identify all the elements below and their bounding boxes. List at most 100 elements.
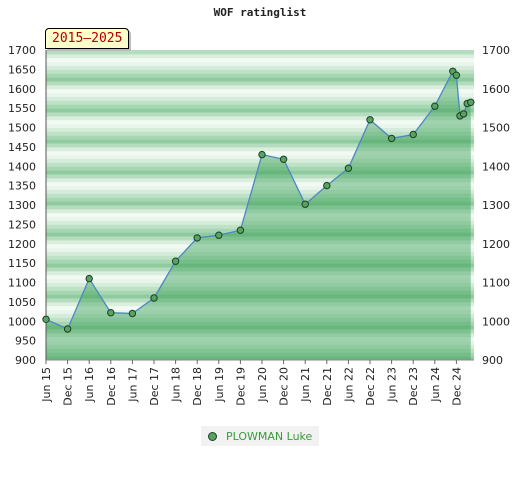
y-tick-label-right: 1500 [482, 122, 510, 135]
plot-band [46, 259, 474, 264]
plot-band [46, 270, 474, 276]
data-point [387, 134, 396, 143]
y-tick-label-left: 1250 [8, 218, 36, 231]
plot-band [46, 317, 474, 322]
plot-band [46, 50, 474, 55]
plot-band [46, 212, 474, 218]
data-point [193, 234, 201, 242]
data-point [215, 231, 223, 239]
plot-band [46, 170, 474, 175]
plot-band [46, 290, 474, 295]
y-tick-label-right: 1700 [482, 44, 510, 57]
y-tick-label-left: 1400 [8, 160, 36, 173]
plot-band [46, 313, 474, 318]
data-point [171, 257, 180, 265]
plot-band [46, 243, 474, 249]
plot-band [46, 100, 474, 105]
plot-band [46, 348, 474, 353]
data-point [279, 155, 288, 164]
plot-band [46, 336, 474, 342]
x-tick-label: Dec 18 [191, 367, 204, 406]
plot-band [46, 131, 474, 136]
y-tick-label-left: 1100 [8, 277, 36, 290]
data-point [107, 309, 115, 317]
plot-band [46, 274, 474, 280]
y-tick-label-right: 1000 [482, 315, 510, 328]
plot-band [46, 112, 474, 117]
period-badge: 2015–2025 [45, 28, 130, 49]
data-point [323, 181, 331, 190]
x-tick-label: Jun 17 [126, 367, 139, 403]
plot-band [46, 305, 474, 311]
x-tick-label: Jun 20 [256, 367, 269, 403]
plot-band [46, 81, 474, 86]
plot-band [46, 236, 474, 241]
plot-band [46, 356, 474, 361]
legend[interactable]: PLOWMAN Luke [201, 426, 320, 446]
plot-band [46, 301, 474, 307]
y-tick-label-left: 1450 [8, 141, 36, 154]
plot-band [46, 247, 474, 252]
plot-band [46, 298, 474, 303]
plot-band [46, 239, 474, 245]
x-tick-label: Dec 24 [450, 367, 463, 406]
chart-title: WOF ratinglist [213, 6, 307, 19]
plot-band [46, 325, 474, 330]
y-tick-label-left: 1500 [8, 122, 36, 135]
y-tick-label-left: 1600 [8, 83, 36, 96]
legend-marker-icon [208, 431, 217, 441]
plot-band [46, 69, 474, 74]
plot-band [46, 294, 474, 299]
plot-band [46, 185, 474, 190]
plot-band [46, 189, 474, 194]
rating-area [46, 71, 471, 361]
x-tick-label: Dec 21 [321, 367, 334, 406]
plot-band [46, 88, 474, 94]
plot-band [46, 92, 474, 97]
data-point [63, 325, 72, 333]
data-point [467, 98, 475, 107]
x-tick-label: Dec 15 [62, 367, 75, 406]
x-tick-label: Dec 20 [278, 367, 291, 406]
data-point [128, 309, 137, 318]
plot-band [46, 84, 474, 90]
data-point [301, 200, 309, 208]
plot-band [46, 146, 474, 152]
x-tick-label: Dec 17 [148, 367, 161, 406]
legend-label: PLOWMAN Luke [226, 429, 313, 443]
plot-band [46, 232, 474, 237]
plot-band [46, 174, 474, 179]
plot-band [46, 197, 474, 202]
plot-band [46, 127, 474, 132]
y-tick-label-left: 1050 [8, 296, 36, 309]
plot-band [46, 96, 474, 101]
plot-band [46, 282, 474, 287]
plot-band [46, 220, 474, 225]
y-tick-label-left: 900 [15, 354, 36, 367]
data-point [452, 71, 461, 79]
plot-band [46, 309, 474, 314]
plot-band [46, 278, 474, 283]
y-tick-label-left: 1650 [8, 63, 36, 76]
plot-band [46, 135, 474, 140]
plot-band [46, 321, 474, 326]
data-point [344, 164, 353, 172]
plot-band [46, 119, 474, 125]
plot-band [46, 65, 474, 70]
plot-band [46, 61, 474, 66]
plot-band [46, 177, 474, 183]
plot-band [46, 344, 474, 349]
y-tick-label-left: 950 [15, 335, 36, 348]
plot-band [46, 104, 474, 109]
plot-band [46, 263, 474, 268]
x-tick-label: Jun 23 [386, 367, 399, 403]
plot-band [46, 162, 474, 167]
plot-band [46, 123, 474, 128]
plot-band [46, 143, 474, 148]
data-point [366, 116, 374, 124]
plot-band [46, 73, 474, 78]
plot-band [46, 340, 474, 345]
y-tick-label-right: 1600 [482, 83, 510, 96]
x-tick-label: Jun 19 [213, 367, 226, 403]
plot-band [46, 201, 474, 206]
